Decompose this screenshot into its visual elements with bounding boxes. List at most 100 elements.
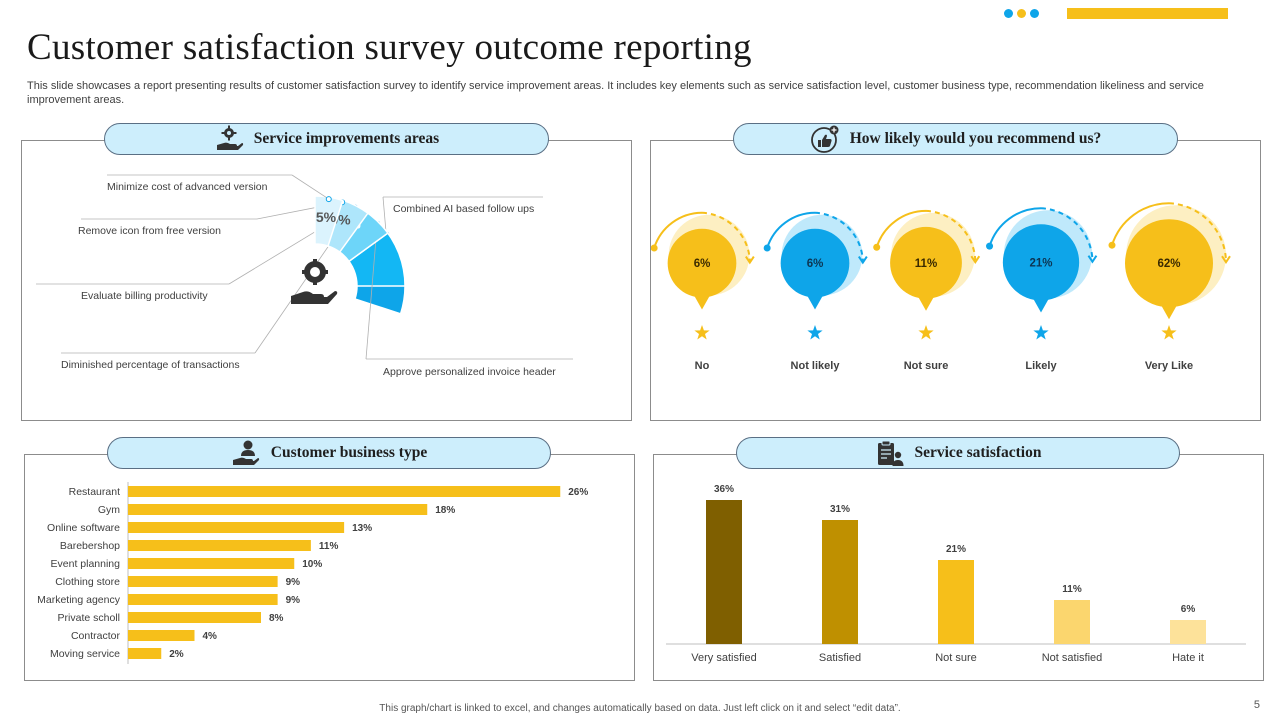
bubble-arc [875, 209, 927, 248]
recommend-bubble-chart: 6% No 6% Not likely 11% Not sure 21% Likely 62% V… [651, 202, 1231, 372]
business-category-label: Moving service [50, 648, 120, 660]
bubble-arc-dashed [701, 211, 751, 261]
business-value-label: 26% [568, 487, 588, 498]
business-category-label: Online software [47, 522, 120, 534]
business-value-label: 2% [169, 649, 184, 660]
bubble [890, 226, 962, 299]
bubble-pointer [917, 294, 935, 311]
page-number: 5 [1253, 699, 1260, 711]
business-category-label: Clothing store [55, 576, 120, 588]
business-value-label: 10% [302, 559, 322, 570]
bubble-arc-dashed [925, 209, 977, 261]
business-value-label: 8% [269, 613, 284, 624]
bubble [1002, 224, 1080, 301]
business-category-label: Gym [98, 504, 120, 516]
satisfaction-bar-chart: 36% Very satisfied 31% Satisfied 21% Not sure… [666, 484, 1246, 664]
recommend-header: How likely would you recommend us? [733, 123, 1178, 155]
bubble-arc [766, 211, 816, 249]
bubble-category-label: Very Like [1145, 360, 1193, 372]
satisfaction-value-label: 21% [946, 544, 966, 555]
bubble-arc-dashed [1168, 202, 1227, 261]
star-icon [918, 325, 934, 340]
satisfaction-title: Service satisfaction [914, 444, 1042, 461]
business-category-label: Private scholl [58, 612, 120, 624]
leader-line [291, 174, 329, 200]
user-hand-icon [232, 440, 259, 465]
satisfaction-value-label: 36% [714, 484, 734, 495]
bubble-arc-dot [763, 244, 771, 252]
bubble-arc [1111, 202, 1170, 246]
donut-slice-label: Minimize cost of advanced version [107, 181, 268, 193]
satisfaction-value-label: 11% [1062, 584, 1082, 595]
donut-slice-label: Evaluate billing productivity [81, 290, 208, 302]
satisfaction-value-label: 6% [1181, 604, 1196, 615]
bubble [780, 228, 850, 298]
bubble-arc [653, 211, 703, 249]
header-accent-dots [1004, 9, 1039, 18]
business-bar [128, 612, 261, 623]
bubble-value: 21% [1029, 257, 1052, 269]
leader-line [365, 223, 378, 360]
bubble-arc-dashed [1040, 207, 1094, 260]
business-bar [128, 648, 162, 659]
business-value-label: 13% [352, 523, 372, 534]
satisfaction-bar [822, 520, 858, 644]
thumbs-up-icon [810, 125, 839, 153]
hand-gear-icon [291, 259, 338, 304]
satisfaction-category-label: Not satisfied [1042, 652, 1103, 664]
page-subtitle: This slide showcases a report presenting… [27, 80, 1204, 106]
improvements-header: Service improvements areas [104, 123, 549, 155]
donut-slice-value: 5% [316, 209, 337, 225]
bubble-arc-dot [1108, 241, 1116, 249]
star-icon [807, 325, 823, 340]
bubble-arrowhead [745, 256, 755, 265]
recommend-title: How likely would you recommend us? [849, 130, 1102, 147]
business-bar [128, 630, 195, 641]
bubble-category-label: Likely [1025, 360, 1057, 372]
bubble-value: 6% [807, 258, 824, 270]
accent-dot-blue [1004, 9, 1013, 18]
satisfaction-bar [938, 560, 974, 644]
donut-slice-label: Remove icon from free version [78, 225, 221, 237]
improvements-donut-chart: 30%Combined AI based follow ups25%Approv… [36, 174, 573, 378]
bubble-value: 62% [1157, 258, 1180, 270]
improvements-panel [21, 140, 632, 421]
business-bar [128, 558, 295, 569]
bubble-category-label: Not sure [904, 360, 949, 372]
bubble-pointer [806, 293, 824, 310]
accent-dot-yellow [1017, 9, 1026, 18]
business-category-label: Restaurant [69, 486, 120, 498]
recommend-bubble: 62% Very Like [1108, 202, 1231, 372]
clipboard-user-icon [877, 440, 903, 466]
bubble-arc-dot [986, 242, 994, 250]
donut-slice-label: Approve personalized invoice header [383, 366, 556, 378]
leader-line [382, 196, 387, 235]
bubble-arc [988, 207, 1042, 247]
satisfaction-bar [1170, 620, 1206, 644]
business-bar [128, 522, 345, 533]
bubble-arrowhead [858, 256, 868, 265]
bubble-pointer [1160, 303, 1178, 320]
bubble-value: 6% [694, 258, 711, 270]
business-category-label: Marketing agency [37, 594, 121, 606]
recommend-bubble: 6% Not likely [763, 211, 868, 372]
bubble-arrowhead [1221, 255, 1231, 265]
satisfaction-category-label: Hate it [1172, 652, 1204, 664]
bubble [1125, 219, 1213, 308]
business-value-label: 11% [319, 541, 339, 552]
footer-note: This graph/chart is linked to excel, and… [379, 703, 901, 714]
business-bar [128, 594, 278, 605]
star-icon [1161, 325, 1177, 340]
satisfaction-bar [706, 500, 742, 644]
star-icon [694, 325, 710, 340]
business-value-label: 9% [286, 577, 301, 588]
donut-slice-label: Diminished percentage of transactions [61, 359, 240, 371]
leader-dot [325, 196, 332, 203]
business-header: Customer business type [107, 437, 551, 469]
star-icon [1033, 325, 1049, 340]
bubble-arc-dot [873, 243, 881, 251]
business-category-label: Barebershop [60, 540, 120, 552]
business-value-label: 18% [435, 505, 455, 516]
business-title: Customer business type [270, 444, 428, 461]
satisfaction-value-label: 31% [830, 504, 850, 515]
